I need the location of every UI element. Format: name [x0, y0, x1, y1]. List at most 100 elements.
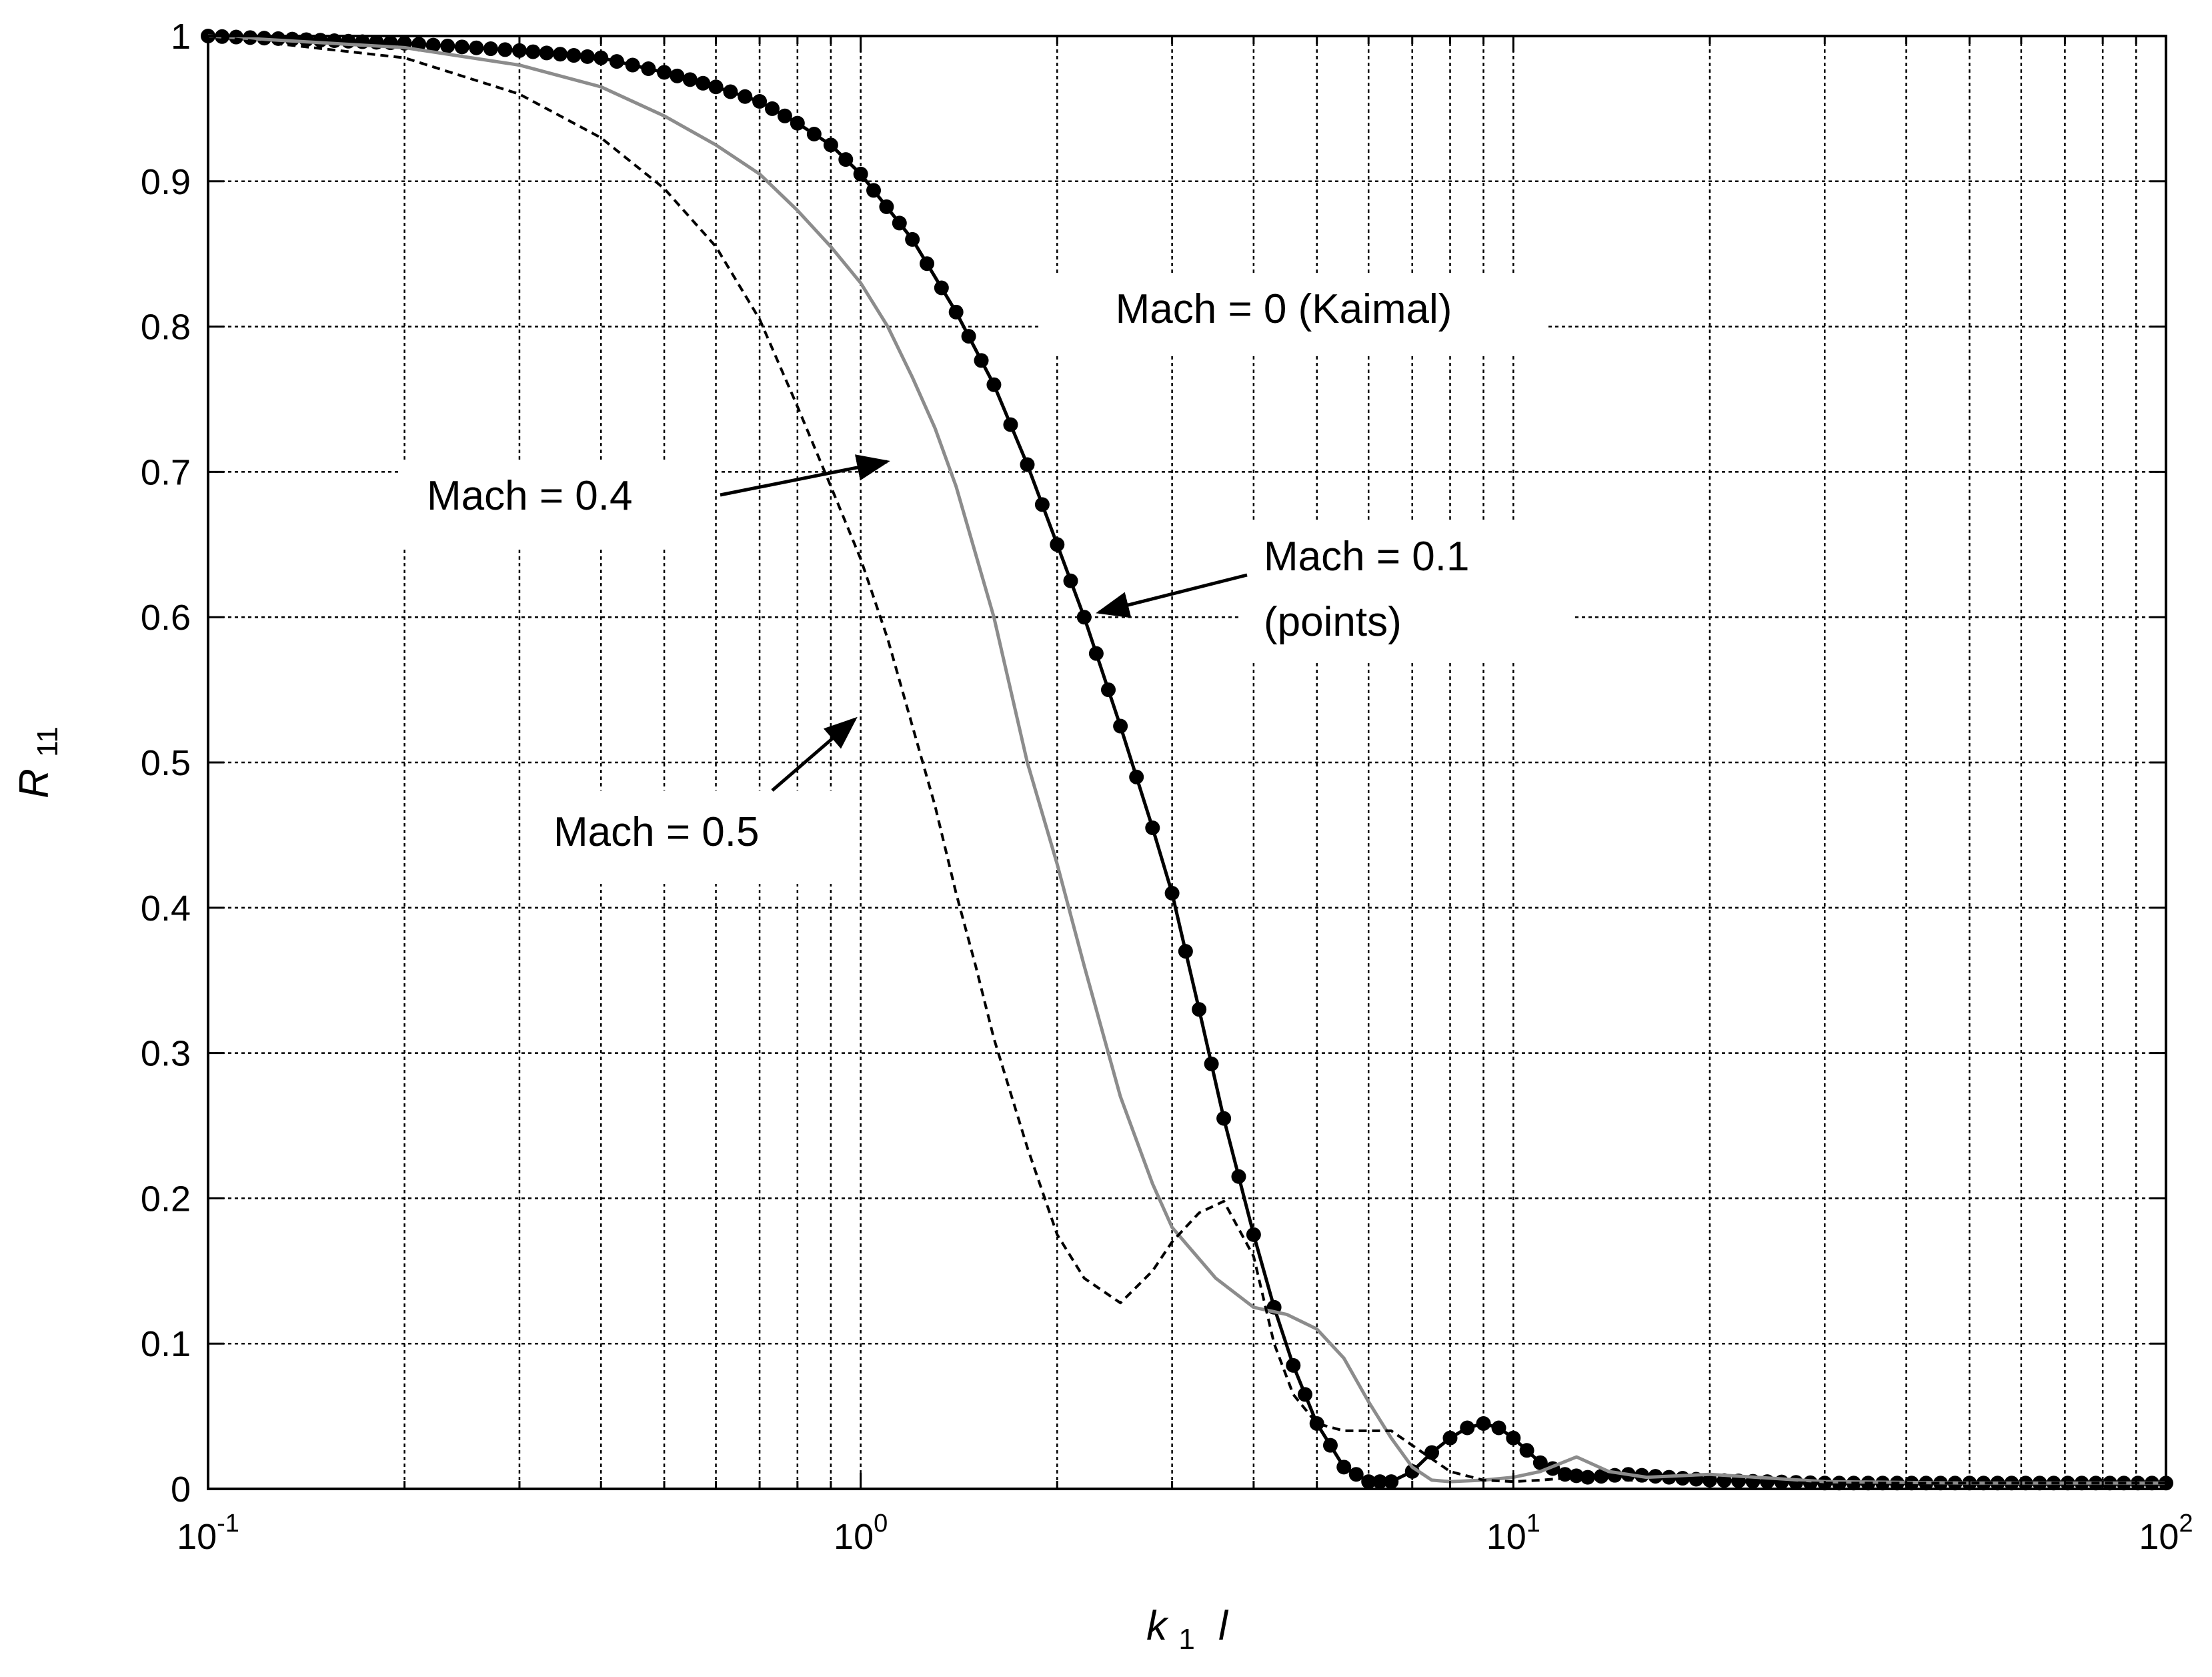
data-point: [1003, 417, 1018, 432]
data-point: [1336, 1460, 1352, 1475]
data-point: [866, 183, 882, 198]
data-point: [853, 166, 868, 181]
data-point: [682, 72, 698, 87]
annotation-arrow: [720, 454, 890, 497]
data-point: [566, 48, 582, 63]
data-point: [696, 75, 711, 91]
data-point: [879, 199, 894, 214]
annotation-arrow: [771, 716, 858, 792]
y-tick-label: 0.2: [141, 1179, 191, 1219]
annotation-backgrounds: [400, 273, 1574, 884]
annotation-arrow: [1096, 573, 1248, 618]
data-point: [469, 40, 484, 55]
y-tick-label: 1: [171, 17, 191, 57]
annotation-background: [400, 460, 714, 547]
data-point: [497, 42, 513, 57]
data-point: [1506, 1430, 1521, 1446]
y-tick-label: 0.5: [141, 743, 191, 783]
data-point: [1204, 1056, 1219, 1071]
data-point: [1442, 1430, 1458, 1446]
data-point: [1063, 573, 1078, 588]
data-point: [1145, 820, 1160, 836]
data-point: [1322, 1438, 1338, 1453]
annotation-background: [533, 790, 847, 884]
data-point: [948, 304, 964, 320]
y-axis-title: R 11: [11, 726, 64, 798]
data-point: [752, 94, 768, 109]
data-point: [986, 377, 1002, 392]
x-axis-title: k 1 l: [1146, 1603, 1229, 1658]
annotation-m0: Mach = 0 (Kaimal): [1116, 286, 1452, 332]
y-tick-label: 0.1: [141, 1324, 191, 1364]
annotation-m05: Mach = 0.5: [554, 809, 759, 855]
data-point: [1286, 1357, 1301, 1373]
data-point: [1231, 1169, 1246, 1184]
data-point: [525, 44, 541, 59]
data-point: [1216, 1111, 1232, 1126]
data-point: [299, 32, 314, 47]
y-axis-title-main: R: [11, 768, 57, 798]
data-point: [1192, 1002, 1207, 1017]
data-point: [641, 61, 656, 77]
data-point: [1164, 886, 1180, 901]
data-point: [1532, 1455, 1548, 1470]
x-axis-title-sub: 1: [1178, 1623, 1194, 1656]
data-point: [892, 215, 907, 231]
data-point: [1384, 1474, 1399, 1490]
data-point: [625, 57, 640, 73]
annotation-m01: Mach = 0.1 (points): [1264, 534, 1469, 645]
data-point: [594, 50, 609, 65]
annotation-m04: Mach = 0.4: [427, 473, 632, 519]
data-point: [777, 108, 792, 123]
data-point: [1088, 646, 1104, 661]
data-point: [823, 137, 838, 153]
annotation-background: [1040, 273, 1547, 354]
data-point: [838, 152, 854, 167]
y-tick-label: 0.3: [141, 1034, 191, 1074]
x-tick-label: 100: [834, 1510, 888, 1557]
annotation-background: [1240, 520, 1574, 660]
data-point: [961, 329, 976, 344]
y-tick-label: 0.7: [141, 452, 191, 492]
data-point: [609, 54, 624, 69]
data-point: [1491, 1420, 1506, 1436]
y-tick-label: 0.6: [141, 598, 191, 638]
x-tick-label: 101: [1486, 1510, 1540, 1557]
ticks: 0 0.1 0.2 0.3 0.4 0.5 0.6 0.7 0.8 0.9 1 10-1 100 101 1…: [141, 17, 2193, 1557]
data-point: [1034, 497, 1050, 512]
data-point: [454, 39, 469, 55]
data-point: [790, 115, 805, 131]
data-point: [425, 37, 441, 53]
data-point: [657, 65, 672, 80]
data-point: [806, 127, 822, 142]
data-point: [1298, 1387, 1313, 1402]
data-point: [511, 43, 527, 58]
series-line: [207, 35, 2166, 1485]
data-point: [738, 89, 753, 104]
data-point: [670, 68, 685, 83]
data-point: [1675, 1471, 1691, 1486]
data-point: [723, 84, 738, 99]
y-tick-label: 0: [171, 1470, 191, 1510]
data-point: [1129, 769, 1144, 784]
data-point: [1076, 610, 1092, 625]
data-point: [1113, 718, 1128, 734]
data-point: [919, 256, 934, 271]
data-point: [934, 280, 949, 296]
data-point: [764, 101, 780, 116]
data-point: [708, 79, 724, 95]
data-point: [1424, 1445, 1440, 1460]
data-point: [1568, 1468, 1584, 1484]
x-axis-title-main: k: [1146, 1603, 1169, 1649]
y-tick-label: 0.8: [141, 308, 191, 348]
data-point: [905, 231, 920, 247]
data-point: [580, 49, 595, 64]
data-point: [440, 38, 455, 53]
data-point: [483, 41, 498, 57]
data-point: [1101, 682, 1116, 698]
x-axis-title-var: l: [1218, 1603, 1229, 1649]
y-axis-title-sub: 11: [31, 726, 64, 757]
data-point: [1348, 1467, 1364, 1482]
x-tick-label: 10-1: [177, 1510, 239, 1557]
